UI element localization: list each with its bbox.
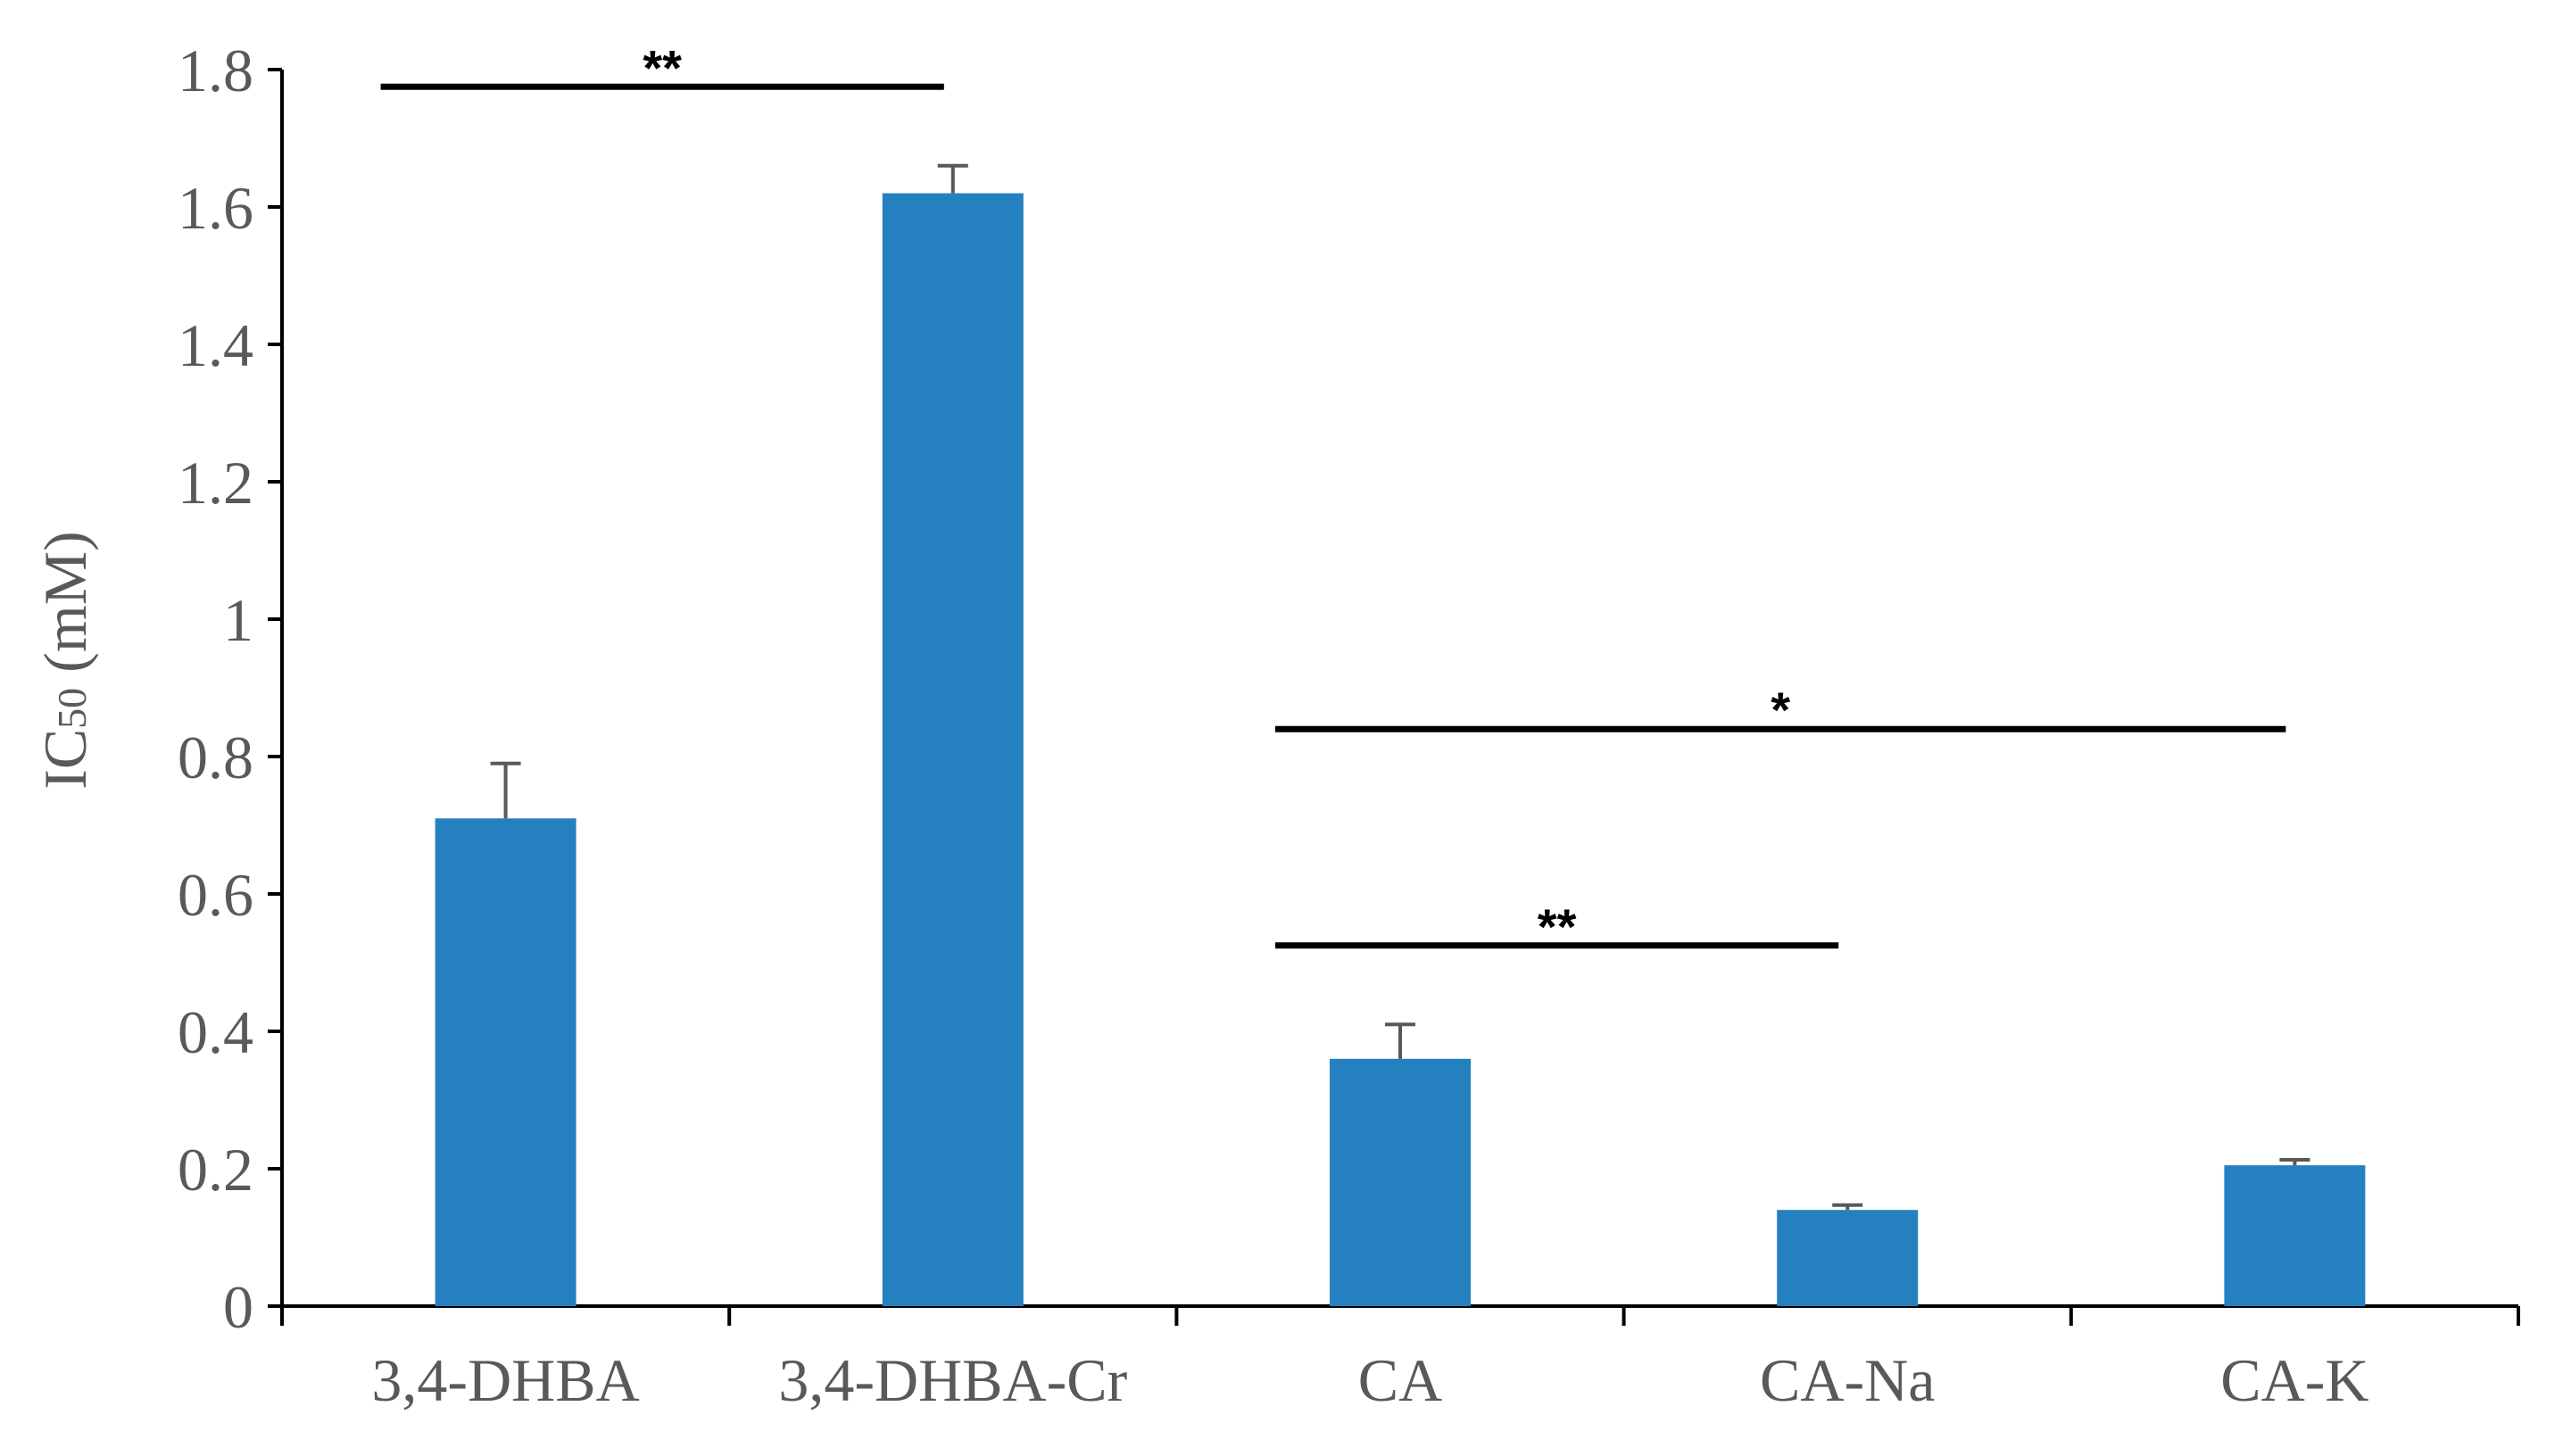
- bars: [435, 193, 2366, 1307]
- significance-label: *: [1771, 682, 1790, 738]
- y-tick-label: 0.2: [178, 1136, 253, 1204]
- bar: [882, 193, 1024, 1307]
- x-tick-label: CA-K: [2220, 1346, 2368, 1414]
- x-tick-label: CA: [1358, 1346, 1442, 1414]
- y-tick-label: 0.6: [178, 861, 253, 929]
- bar: [1330, 1058, 1471, 1306]
- bar: [1777, 1210, 1919, 1306]
- error-bars: [490, 163, 2310, 1211]
- y-axis-title-unit: (mM): [31, 531, 99, 688]
- y-tick-label: 0: [223, 1273, 253, 1341]
- y-axis: 0 0.2 0.4 0.6 0.8 1 1.2 1.4 1.6 1.8: [178, 37, 284, 1341]
- y-tick-label: 1.2: [178, 449, 253, 517]
- y-tick-label: 0.4: [178, 998, 253, 1066]
- y-tick-label: 1.4: [178, 311, 253, 379]
- y-tick-label: 1.6: [178, 174, 253, 242]
- x-tick-label: 3,4-DHBA-Cr: [778, 1346, 1127, 1414]
- y-axis-title: IC50 (mM): [31, 531, 99, 790]
- y-tick-label: 1: [223, 586, 253, 654]
- bar: [435, 818, 576, 1306]
- x-tick-label: CA-Na: [1760, 1346, 1935, 1414]
- x-tick-label: 3,4-DHBA: [371, 1346, 639, 1414]
- x-axis: 3,4-DHBA 3,4-DHBA-Cr CA CA-Na CA-K: [280, 1304, 2520, 1414]
- y-axis-title-main: IC: [31, 729, 99, 790]
- bar: [2224, 1165, 2366, 1306]
- y-tick-label: 0.8: [178, 724, 253, 791]
- significance-label: **: [1538, 898, 1577, 955]
- significance-label: **: [643, 39, 682, 95]
- significance-markers: *****: [380, 39, 2286, 955]
- y-axis-title-subscript: 50: [49, 688, 95, 729]
- y-tick-label: 1.8: [178, 37, 253, 104]
